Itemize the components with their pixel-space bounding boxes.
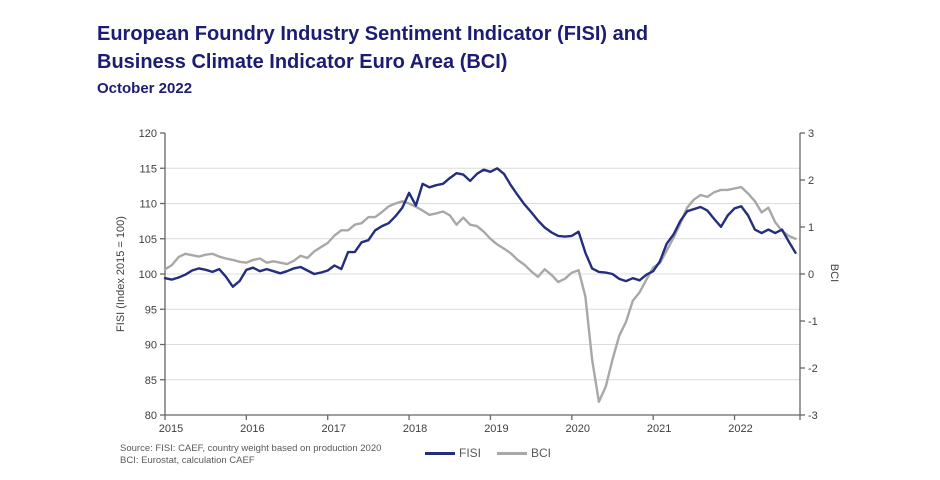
left-tick-label: 110: [139, 199, 157, 211]
right-tick-label: 0: [808, 269, 814, 281]
left-axis-title: FISI (Index 2015 = 100): [115, 216, 127, 332]
left-tick-label: 120: [139, 128, 157, 140]
title-block: European Foundry Industry Sentiment Indi…: [97, 20, 648, 99]
bci-legend-label: BCI: [531, 446, 552, 460]
chart-title-line-1: European Foundry Industry Sentiment Indi…: [97, 23, 649, 45]
right-tick-label: 2: [808, 175, 814, 187]
right-tick-label: -2: [808, 363, 818, 375]
right-tick-label: -1: [808, 316, 818, 328]
bci-line-swatch: [497, 451, 528, 455]
source-line-1: Source: FISI: CAEF, country weight based…: [120, 443, 382, 454]
left-tick-label: 80: [145, 410, 157, 422]
year-tick-label: 2016: [240, 423, 264, 435]
fisi-line: [163, 167, 797, 288]
left-tick-label: 85: [145, 375, 157, 387]
left-tick-label: 105: [139, 234, 157, 246]
year-tick-label: 2015: [159, 423, 183, 435]
source-line-2: BCI: Eurostat, calculation CAEF: [120, 454, 255, 466]
right-axis-title: BCI: [828, 264, 840, 282]
legend-item-bci: BCI: [497, 446, 551, 460]
year-tick-label: 2021: [647, 423, 671, 435]
chart-subtitle: October 2022: [97, 80, 193, 97]
year-tick-label: 2017: [321, 423, 345, 435]
fisi-line-swatch: [425, 451, 455, 455]
legend-item-fisi: FISI: [425, 446, 481, 460]
year-tick-label: 2018: [403, 423, 427, 435]
fisi-legend-label: FISI: [459, 446, 482, 460]
left-tick-label: 90: [145, 340, 157, 352]
right-tick-label: -3: [808, 410, 818, 422]
right-tick-label: 1: [808, 222, 814, 234]
year-tick-label: 2022: [728, 423, 752, 435]
left-tick-label: 100: [139, 269, 157, 281]
left-tick-label: 115: [139, 163, 157, 175]
year-tick-label: 2019: [484, 423, 508, 435]
right-tick-label: 3: [808, 128, 814, 140]
source-note: Source: FISI: CAEF, country weight based…: [120, 443, 381, 466]
left-tick-label: 95: [145, 304, 157, 316]
bci-line: [163, 185, 797, 403]
chart-legend: FISI BCI: [425, 446, 551, 460]
year-tick-label: 2020: [566, 423, 590, 435]
chart-title-line-2: Business Climate Indicator Euro Area (BC…: [97, 51, 508, 73]
